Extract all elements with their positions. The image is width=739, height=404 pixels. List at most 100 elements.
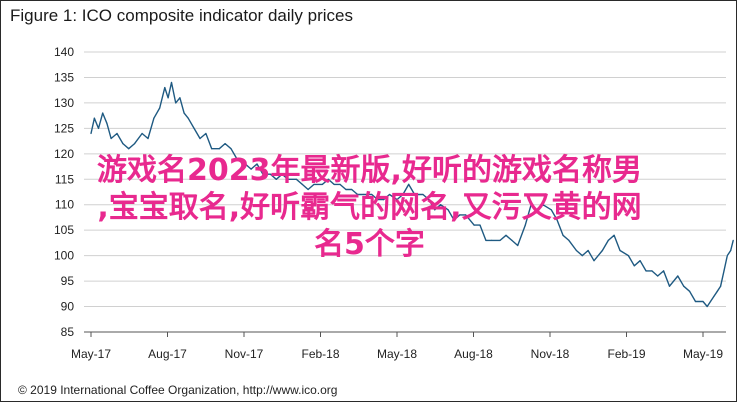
data-point bbox=[485, 239, 487, 241]
data-point bbox=[562, 234, 564, 236]
data-point bbox=[550, 209, 552, 211]
data-point bbox=[193, 127, 195, 129]
data-point bbox=[706, 305, 708, 308]
data-point bbox=[128, 148, 130, 150]
data-point bbox=[479, 224, 481, 226]
data-point bbox=[205, 132, 207, 135]
x-tick-label: May-17 bbox=[71, 347, 111, 361]
data-point bbox=[159, 107, 161, 109]
data-point bbox=[723, 270, 725, 272]
data-point bbox=[633, 265, 635, 267]
data-point bbox=[627, 255, 630, 257]
data-point bbox=[414, 193, 416, 196]
data-point bbox=[230, 148, 232, 150]
data-point bbox=[153, 117, 155, 119]
x-tick-label: Aug-17 bbox=[148, 347, 187, 361]
data-point bbox=[720, 285, 722, 287]
data-point bbox=[362, 193, 365, 196]
x-tick-label: May-18 bbox=[377, 347, 417, 361]
data-point bbox=[388, 193, 391, 196]
data-point bbox=[321, 183, 323, 185]
y-axis-ticks: 85 90 95 100 105 110 115 120 125 130 135 140 bbox=[54, 45, 74, 339]
x-tick-label: Aug-18 bbox=[454, 347, 493, 361]
data-point bbox=[295, 178, 297, 180]
y-tick-label: 115 bbox=[55, 172, 74, 186]
data-point bbox=[434, 209, 436, 211]
data-point bbox=[179, 97, 181, 99]
data-point bbox=[250, 168, 252, 170]
data-point bbox=[677, 275, 679, 277]
data-point bbox=[613, 234, 615, 236]
data-point bbox=[473, 224, 475, 226]
data-point bbox=[536, 209, 538, 211]
data-point bbox=[542, 204, 544, 206]
data-point bbox=[556, 219, 558, 221]
data-point bbox=[236, 158, 238, 160]
data-point bbox=[301, 183, 303, 185]
data-point bbox=[396, 199, 398, 201]
data-point bbox=[262, 173, 264, 175]
x-tick-label: Nov-18 bbox=[531, 347, 570, 361]
y-tick-label: 125 bbox=[54, 121, 74, 135]
data-point bbox=[164, 87, 166, 89]
data-point bbox=[732, 239, 734, 241]
data-point bbox=[645, 270, 647, 272]
data-point bbox=[307, 188, 309, 191]
data-point bbox=[116, 132, 118, 135]
data-point bbox=[93, 117, 95, 119]
data-point bbox=[134, 143, 136, 145]
data-point bbox=[122, 143, 124, 145]
data-point bbox=[287, 178, 289, 180]
data-point bbox=[256, 163, 258, 165]
data-point bbox=[281, 173, 283, 175]
data-point bbox=[244, 163, 246, 165]
data-point bbox=[183, 112, 185, 114]
data-point bbox=[568, 239, 570, 241]
data-point bbox=[90, 132, 92, 135]
data-point bbox=[175, 102, 177, 104]
data-point bbox=[702, 300, 704, 303]
series-group bbox=[90, 81, 734, 308]
data-point bbox=[709, 300, 712, 303]
y-tick-label: 110 bbox=[55, 198, 74, 212]
data-point bbox=[211, 148, 213, 150]
data-point bbox=[269, 173, 271, 175]
data-point bbox=[601, 249, 604, 252]
data-point bbox=[657, 275, 659, 277]
data-point bbox=[530, 204, 532, 206]
data-point bbox=[333, 183, 335, 185]
x-tick-label: May-19 bbox=[683, 347, 723, 361]
data-point bbox=[218, 148, 220, 150]
data-point bbox=[683, 285, 685, 287]
data-point bbox=[224, 143, 226, 145]
data-point bbox=[716, 290, 718, 292]
data-point bbox=[351, 188, 353, 191]
data-point bbox=[491, 239, 493, 241]
price-series-line bbox=[90, 81, 734, 308]
data-point bbox=[465, 214, 467, 216]
data-point bbox=[313, 183, 315, 185]
data-point bbox=[357, 193, 359, 196]
data-point bbox=[730, 249, 732, 252]
data-point bbox=[651, 270, 653, 272]
data-point bbox=[668, 285, 671, 287]
y-tick-label: 105 bbox=[54, 223, 74, 237]
data-point bbox=[459, 214, 461, 216]
y-tick-label: 90 bbox=[61, 300, 75, 314]
x-tick-label: Feb-18 bbox=[301, 347, 339, 361]
data-point bbox=[524, 224, 526, 226]
data-point bbox=[147, 137, 149, 140]
data-point bbox=[689, 290, 691, 292]
x-tick-label: Feb-19 bbox=[607, 347, 645, 361]
data-point bbox=[575, 249, 578, 252]
data-point bbox=[327, 178, 329, 180]
data-point bbox=[505, 234, 507, 236]
data-point bbox=[110, 137, 112, 140]
data-point bbox=[694, 300, 697, 303]
data-point bbox=[607, 239, 609, 241]
data-point bbox=[106, 122, 108, 124]
data-point bbox=[440, 204, 442, 206]
data-point bbox=[453, 219, 455, 221]
data-point bbox=[345, 188, 347, 191]
